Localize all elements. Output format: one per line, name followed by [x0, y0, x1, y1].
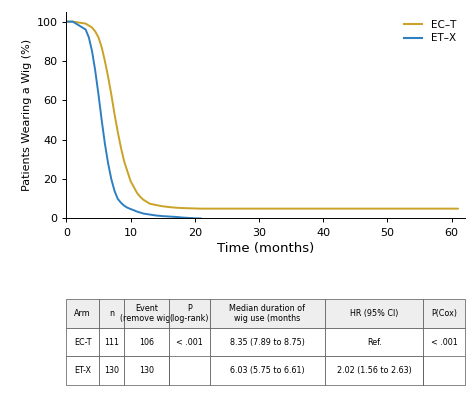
Legend: EC–T, ET–X: EC–T, ET–X — [401, 17, 459, 46]
Y-axis label: Patients Wearing a Wig (%): Patients Wearing a Wig (%) — [22, 39, 32, 191]
X-axis label: Time (months): Time (months) — [217, 242, 314, 255]
